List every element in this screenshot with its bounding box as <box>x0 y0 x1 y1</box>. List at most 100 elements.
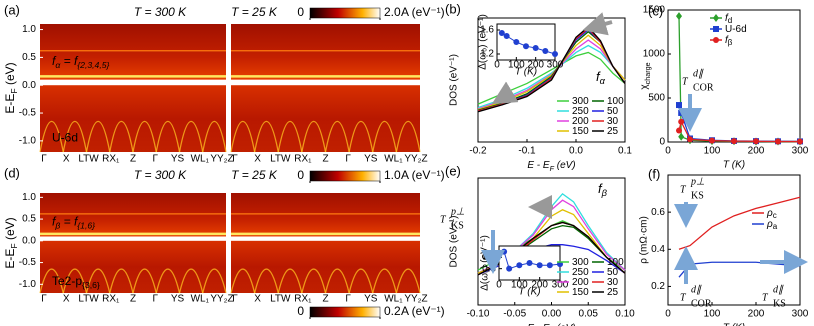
annotation-sub: KS <box>691 190 704 201</box>
y-axis-label-sub: F <box>9 243 19 248</box>
marker <box>532 45 539 51</box>
heatmap-upper <box>40 193 226 237</box>
legend-label: 30 <box>607 277 619 288</box>
y-axis-label: E-EF (eV) <box>3 217 19 268</box>
panel-label: (e) <box>445 163 461 178</box>
overlay-label-sub: {1,6} <box>77 221 95 231</box>
x-tick-label: 0.05 <box>579 309 599 320</box>
legend-name: 300 <box>572 257 589 268</box>
overlay-label-sub: {3,6} <box>82 280 100 290</box>
heatmap-dispersion <box>277 268 303 294</box>
x-tick-label: X <box>63 294 70 305</box>
x-axis-label: T (K) <box>518 287 540 298</box>
panel-tag: fβ <box>598 181 608 198</box>
heatmap-upper <box>231 193 420 237</box>
overlay-label: Te2-p{3,6} <box>52 274 100 290</box>
heatmap-lower <box>231 85 420 152</box>
x-tick-label: Γ <box>152 294 158 305</box>
x-tick-label: 300 <box>547 60 564 71</box>
x-tick-label: 0.00 <box>542 309 562 320</box>
legend-name: 25 <box>607 287 619 298</box>
x-tick-label: WL₁ <box>384 294 403 305</box>
marker <box>501 248 508 255</box>
overlay-label: fα = f{2,3,4,5} <box>52 54 110 70</box>
heatmap-dispersion <box>230 120 256 153</box>
x-axis-label: E - EF (eV) <box>527 323 575 326</box>
legend-name: f <box>725 35 729 46</box>
x-tick-label: 100 <box>508 60 525 71</box>
y-tick-label: 1500 <box>643 5 666 16</box>
marker <box>503 33 510 39</box>
heatmap-dispersion <box>395 120 421 153</box>
panel-label: (b) <box>445 1 461 16</box>
x-tick-label: YY₂Z <box>210 294 233 305</box>
annotation-sup: d∥ <box>691 284 702 295</box>
colorbar-label: A (eV⁻¹) <box>401 304 445 318</box>
legend-label: ρa <box>766 219 778 231</box>
legend-label: 300 <box>572 96 589 107</box>
colorbar-tick-label: 0 <box>297 168 304 182</box>
legend-label: fd <box>725 13 732 25</box>
x-axis-label-sub: F <box>550 164 555 173</box>
heatmap-dispersion <box>253 120 279 153</box>
heatmap-dispersion <box>277 120 303 153</box>
y-tick-label: -1.0 <box>19 279 37 290</box>
legend-name: ρ <box>766 219 773 230</box>
marker <box>775 138 781 145</box>
heatmap-dispersion <box>348 120 374 153</box>
panel-title: T = 300 K <box>134 5 187 19</box>
annotation-base: T <box>680 292 687 303</box>
x-tick-label: LTW <box>270 154 291 165</box>
y-axis-label: DOS (eV⁻¹) <box>449 216 460 268</box>
x-axis-label-part: E - E <box>527 160 550 171</box>
colorbar-tick-label: 0.2 <box>384 304 401 318</box>
marker <box>753 138 759 145</box>
marker <box>506 265 513 272</box>
heatmap-dispersion <box>372 120 398 153</box>
y-tick-label: 0.6 <box>651 207 665 218</box>
legend-name: 250 <box>572 267 589 278</box>
x-tick-label: 300 <box>792 146 809 157</box>
legend-name: 100 <box>607 257 624 268</box>
legend-name: 200 <box>572 116 589 127</box>
legend-sub: d <box>728 16 732 25</box>
marker <box>676 102 682 109</box>
legend-label: 250 <box>572 106 589 117</box>
x-axis-label: T (K) <box>723 160 745 171</box>
marker <box>713 37 719 43</box>
y-axis-label: Δ(ω₀) (eV⁻¹) <box>478 14 489 70</box>
legend-label: U-6d <box>725 24 747 35</box>
marker <box>676 127 682 134</box>
x-tick-label: YS <box>364 154 378 165</box>
legend-name: 300 <box>572 96 589 107</box>
legend-name: ρ <box>766 208 773 219</box>
x-tick-label: 300 <box>552 280 569 291</box>
legend-sub: β <box>728 38 733 47</box>
x-tick-label: -0.2 <box>469 146 487 157</box>
legend-label: 300 <box>572 257 589 268</box>
heatmap-dispersion <box>324 120 350 153</box>
heatmap-dispersion <box>39 268 64 294</box>
x-tick-label: Z <box>322 154 328 165</box>
annotation-sub: COR <box>691 298 712 309</box>
heatmap-dispersion <box>301 120 327 153</box>
legend-label: ρc <box>766 208 777 220</box>
legend-name: 100 <box>607 96 624 107</box>
x-tick-label: 0.10 <box>615 309 635 320</box>
legend-label: fβ <box>725 35 733 47</box>
x-tick-label: WL₁ <box>191 154 210 165</box>
colorbar <box>309 170 381 182</box>
y-tick-label: 0.4 <box>651 244 665 255</box>
heatmap-dispersion <box>202 120 227 153</box>
heatmap-dispersion <box>178 120 204 153</box>
marker <box>678 109 685 116</box>
y-axis-label: Δ(ω₀) (eV⁻¹) <box>480 235 491 291</box>
x-tick-label: 0 <box>665 309 671 320</box>
heatmap-dispersion <box>230 268 256 294</box>
x-tick-label: Γ <box>232 154 238 165</box>
overlay-label-part: f <box>52 215 57 229</box>
x-tick-label: 200 <box>527 60 544 71</box>
x-axis-label-part: (eV) <box>554 323 576 326</box>
